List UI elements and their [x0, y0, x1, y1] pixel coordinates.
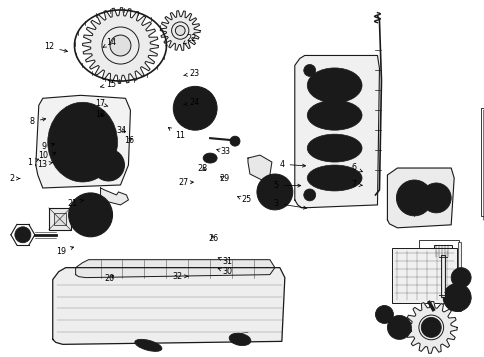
Text: 17: 17 [95, 99, 107, 108]
Ellipse shape [206, 155, 213, 161]
Circle shape [424, 321, 438, 335]
Bar [392, 248, 456, 302]
Ellipse shape [319, 105, 349, 126]
Text: 25: 25 [237, 195, 251, 204]
Text: 21: 21 [67, 199, 83, 208]
Text: 27: 27 [178, 178, 193, 187]
Circle shape [264, 182, 284, 202]
Ellipse shape [306, 134, 361, 162]
Polygon shape [100, 188, 128, 205]
Polygon shape [483, 85, 484, 240]
Text: 16: 16 [124, 136, 134, 145]
Circle shape [375, 306, 393, 323]
Circle shape [68, 140, 97, 170]
Polygon shape [82, 7, 158, 84]
Circle shape [76, 201, 105, 229]
Circle shape [15, 227, 31, 243]
Text: 15: 15 [100, 80, 116, 89]
Circle shape [450, 268, 470, 288]
Circle shape [455, 273, 465, 283]
Text: 3: 3 [273, 199, 306, 209]
Text: 33: 33 [216, 147, 230, 156]
Circle shape [271, 188, 278, 196]
Polygon shape [36, 95, 130, 188]
Ellipse shape [203, 153, 217, 163]
Text: 29: 29 [219, 174, 229, 183]
Text: 1: 1 [28, 158, 39, 167]
Circle shape [449, 291, 463, 305]
Text: 9: 9 [42, 142, 54, 151]
Circle shape [173, 86, 217, 130]
Text: 34: 34 [117, 126, 126, 135]
Polygon shape [53, 268, 284, 345]
Circle shape [406, 190, 422, 206]
Circle shape [421, 183, 450, 213]
Circle shape [84, 209, 96, 221]
Circle shape [189, 102, 201, 114]
Polygon shape [160, 11, 200, 50]
Text: 10: 10 [38, 151, 56, 160]
Text: 4: 4 [279, 160, 305, 169]
Ellipse shape [319, 169, 349, 187]
Bar [480, 108, 484, 216]
Circle shape [387, 316, 410, 340]
Text: 18: 18 [95, 110, 105, 119]
Circle shape [428, 191, 442, 205]
Circle shape [181, 94, 209, 122]
Ellipse shape [306, 100, 361, 130]
Text: 26: 26 [208, 235, 218, 243]
Circle shape [303, 189, 315, 201]
Ellipse shape [319, 139, 349, 158]
Circle shape [303, 65, 315, 76]
Text: 30: 30 [218, 267, 231, 276]
Bar [54, 213, 65, 225]
Circle shape [69, 193, 112, 237]
Text: 31: 31 [218, 256, 231, 266]
Polygon shape [76, 260, 274, 278]
Circle shape [257, 174, 292, 210]
Circle shape [110, 35, 131, 56]
Circle shape [395, 180, 431, 216]
Polygon shape [387, 168, 453, 228]
Bar [433, 245, 451, 257]
Text: 11: 11 [168, 127, 184, 140]
Text: 14: 14 [103, 38, 116, 47]
Text: 8: 8 [30, 117, 45, 126]
Polygon shape [247, 155, 272, 180]
Ellipse shape [47, 102, 117, 182]
Text: 24: 24 [183, 98, 199, 107]
Text: 13: 13 [37, 160, 53, 169]
Bar [457, 242, 460, 311]
Text: 23: 23 [183, 69, 199, 78]
Ellipse shape [319, 73, 349, 97]
Circle shape [76, 148, 90, 162]
Text: 7: 7 [350, 180, 362, 189]
Circle shape [393, 321, 405, 333]
Circle shape [100, 157, 116, 173]
Text: 12: 12 [44, 42, 67, 52]
Text: 20: 20 [105, 274, 115, 283]
Polygon shape [294, 55, 378, 208]
Text: 22: 22 [183, 34, 197, 44]
Text: 32: 32 [172, 272, 188, 281]
Ellipse shape [306, 68, 361, 103]
Text: 6: 6 [350, 164, 362, 172]
Circle shape [92, 149, 124, 181]
Ellipse shape [135, 340, 162, 351]
Text: 2: 2 [9, 174, 20, 183]
Ellipse shape [229, 333, 250, 346]
Text: 5: 5 [273, 181, 300, 190]
Ellipse shape [306, 165, 361, 191]
Circle shape [379, 311, 388, 318]
Bar [419, 240, 458, 295]
Circle shape [229, 136, 240, 146]
Polygon shape [405, 302, 456, 353]
Circle shape [175, 26, 185, 35]
Text: 19: 19 [56, 247, 74, 256]
Bar [49, 208, 71, 230]
Circle shape [442, 283, 470, 311]
Text: 28: 28 [197, 165, 208, 174]
Circle shape [421, 317, 440, 337]
